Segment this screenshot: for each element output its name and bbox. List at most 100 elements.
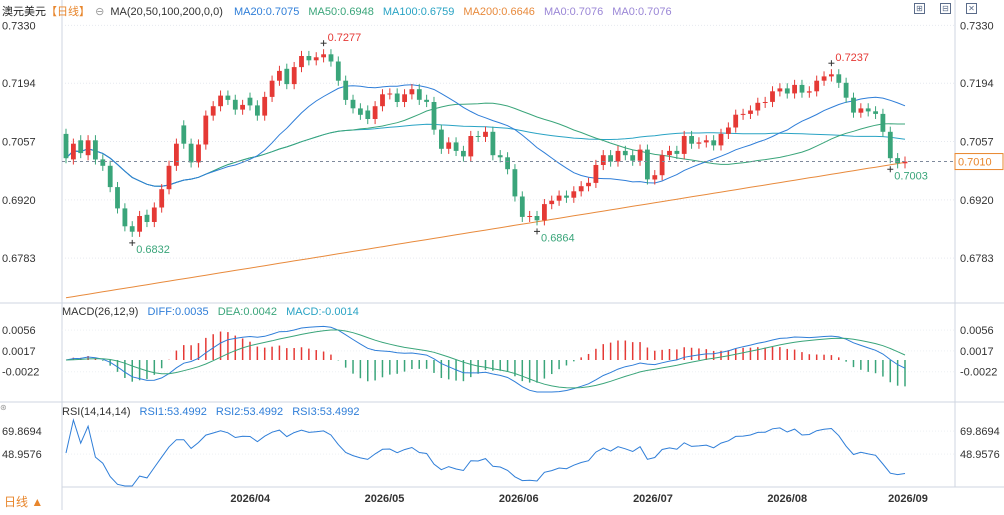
candle-body — [100, 159, 106, 166]
candle-body — [181, 125, 187, 144]
candle-body — [159, 189, 165, 208]
candle-body — [63, 133, 69, 159]
main-legend: 澳元美元【日线】 ⊖ MA(20,50,100,200,0,0) MA20:0.… — [2, 3, 687, 19]
y-tick-label-left: 69.8694 — [2, 426, 42, 438]
candle-body — [586, 182, 591, 187]
y-tick-label-right: 0.6783 — [960, 253, 994, 265]
price-annotation: 0.7237 — [835, 52, 869, 64]
candle-body — [313, 57, 319, 61]
candle-body — [740, 113, 746, 115]
candle-body — [151, 207, 157, 222]
candle-body — [527, 216, 533, 217]
x-tick-label: 2026/09 — [888, 493, 928, 505]
candle-body — [696, 142, 702, 144]
candle-body — [512, 169, 518, 197]
x-tick-label: 2026/05 — [365, 493, 405, 505]
candle-body — [659, 155, 665, 176]
candle-body — [887, 131, 893, 159]
candle-body — [225, 95, 231, 100]
candle-body — [880, 113, 886, 132]
ma-value-5: MA0:0.7076 — [612, 6, 672, 18]
rsi-label[interactable]: RSI(14,14,14) — [62, 406, 131, 418]
candle-body — [240, 104, 245, 110]
x-tick-label: 2026/08 — [767, 493, 807, 505]
price-annotation: 0.6832 — [136, 244, 170, 256]
period-button[interactable]: 日线 ▲ — [4, 493, 43, 510]
macd-dea-line — [65, 329, 906, 389]
candle-body — [777, 88, 783, 92]
candle-body — [409, 89, 415, 95]
candle-body — [689, 136, 694, 144]
candle-body — [726, 127, 731, 134]
x-tick-label: 2026/07 — [633, 493, 673, 505]
candle-body — [784, 88, 790, 94]
y-tick-label-left: 0.0056 — [2, 325, 36, 337]
candle-body — [196, 144, 201, 163]
y-tick-label-right: 0.7057 — [960, 137, 994, 149]
macd-hist-value: MACD:-0.0014 — [286, 306, 359, 318]
rsi1-value: RSI1:53.4992 — [139, 406, 207, 418]
x-tick-label: 2026/06 — [499, 493, 539, 505]
candle-body — [446, 142, 452, 149]
candle-body — [895, 158, 900, 164]
candle-body — [71, 143, 76, 160]
candle-body — [843, 82, 849, 98]
candle-body — [674, 150, 680, 154]
candle-body — [652, 175, 658, 180]
y-tick-label-left: 0.7057 — [2, 137, 36, 149]
ma20-line — [65, 84, 906, 187]
candle-body — [836, 74, 842, 83]
candle-body — [269, 80, 275, 97]
macd-diff-line — [65, 325, 906, 393]
candle-body — [703, 140, 709, 143]
minimize-icon[interactable]: ⊟ — [940, 3, 951, 14]
candle-body — [821, 76, 827, 81]
candle-body — [490, 131, 496, 156]
y-tick-label-left: 0.7330 — [2, 20, 36, 32]
candle-body — [814, 80, 820, 92]
candle-body — [358, 108, 363, 115]
ma-value-2: MA100:0.6759 — [382, 6, 455, 18]
candle-body — [299, 56, 304, 68]
price-annotation: 0.7277 — [328, 32, 362, 44]
y-tick-label-left: 48.9576 — [2, 449, 42, 461]
fullscreen-icon[interactable]: ⊞ — [914, 3, 925, 14]
symbol-name: 澳元美元 — [2, 6, 46, 18]
candle-body — [799, 84, 805, 93]
candle-body — [622, 150, 628, 156]
candle-body — [475, 136, 481, 137]
rsi3-value: RSI3:53.4992 — [292, 406, 360, 418]
close-icon[interactable]: ✕ — [966, 3, 977, 14]
candle-body — [335, 61, 341, 81]
candle-body — [681, 136, 687, 154]
settings-icon[interactable]: ⊖ — [95, 6, 105, 18]
candle-body — [350, 99, 356, 109]
candle-body — [262, 96, 268, 116]
y-tick-label-left: 0.0017 — [2, 346, 36, 358]
candle-body — [645, 149, 650, 180]
candle-body — [873, 111, 878, 114]
candle-body — [394, 93, 400, 102]
candle-body — [806, 91, 812, 93]
ma-value-1: MA50:0.6948 — [308, 6, 374, 18]
side-marker-icon: ⊛ — [0, 403, 7, 412]
macd-label[interactable]: MACD(26,12,9) — [62, 306, 139, 318]
candle-body — [122, 208, 128, 227]
candle-body — [203, 115, 209, 145]
x-tick-label: 2026/04 — [230, 493, 271, 505]
candle-body — [107, 165, 113, 188]
candle-body — [630, 155, 636, 161]
candle-body — [461, 150, 466, 157]
last-price-label: 0.7010 — [958, 157, 992, 169]
ma-label[interactable]: MA(20,50,100,200,0,0) — [110, 6, 223, 18]
ma200-line — [65, 161, 906, 299]
candle-body — [372, 106, 378, 119]
candle-body — [387, 93, 393, 95]
ma-value-0: MA20:0.7075 — [233, 6, 300, 18]
period-tag[interactable]: 【日线】 — [46, 6, 90, 18]
candle-body — [174, 143, 179, 166]
candle-body — [755, 102, 761, 111]
candle-body — [542, 204, 547, 221]
